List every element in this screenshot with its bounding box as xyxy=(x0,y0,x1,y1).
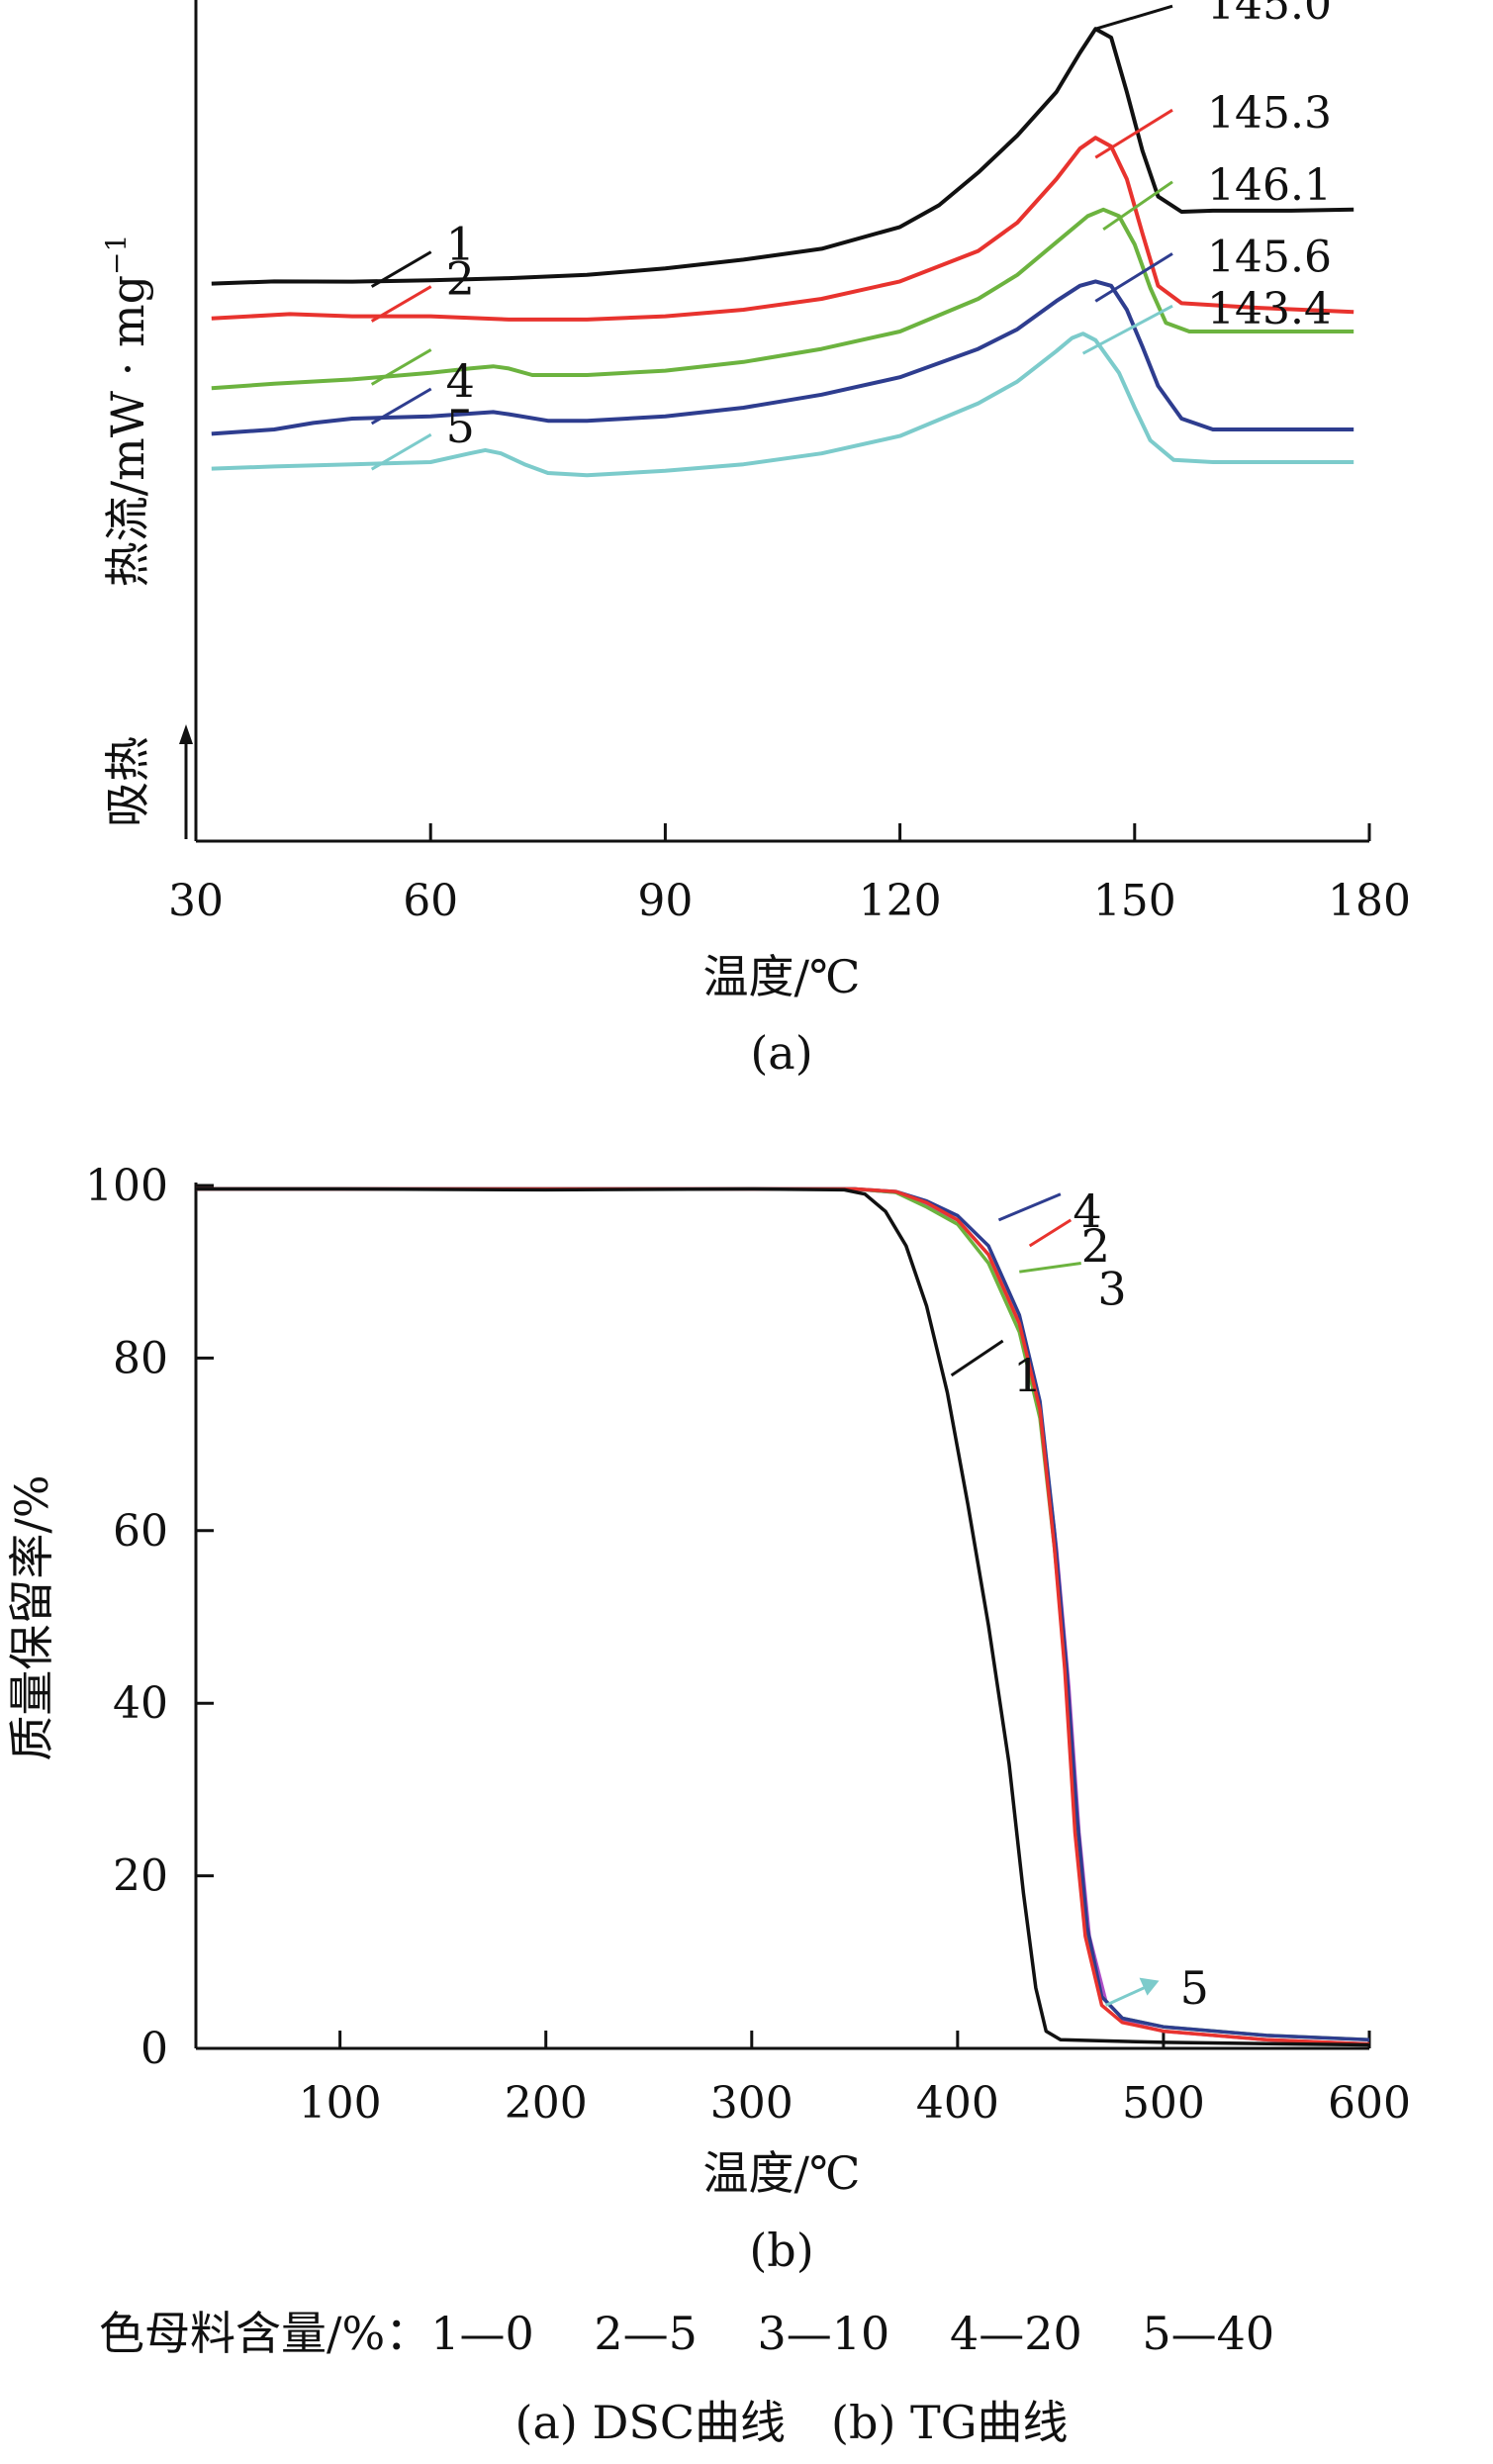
dsc-series-label-2: 2 xyxy=(446,252,475,306)
dsc-peak-leader-1 xyxy=(1095,6,1172,29)
dsc-endo-label: 吸热 xyxy=(101,736,154,827)
dsc-y-axis-title-main: 热流/mW · mg xyxy=(101,275,154,587)
dsc-sub-caption: (a) xyxy=(750,1026,812,1080)
dsc-peak-label-4: 145.6 xyxy=(1207,232,1332,282)
dsc-series-label-5: 5 xyxy=(446,400,475,453)
figure-caption: (a) DSC曲线 (b) TG曲线 xyxy=(515,2396,1069,2449)
dsc-series-1-line xyxy=(212,29,1353,283)
tg-series-3-line xyxy=(196,1189,1369,2040)
tg-x-tick-label: 100 xyxy=(299,2078,382,2129)
dsc-peak-label-1: 145.0 xyxy=(1207,0,1332,30)
tg-y-tick-label: 20 xyxy=(113,1851,168,1902)
tg-series-1-line xyxy=(196,1189,1369,2045)
figure: 30 60 90 120 150 180 145.01145.32146.1145.641… xyxy=(0,0,1493,2464)
tg-series-leader-3 xyxy=(1019,1263,1080,1272)
tg-y-tick-label: 0 xyxy=(140,2024,168,2074)
dsc-x-tick-label: 120 xyxy=(859,876,942,926)
tg-sub-caption: (b) xyxy=(749,2224,813,2277)
dsc-endo-arrowhead-icon xyxy=(179,724,193,744)
tg-series-5-arrowhead-icon xyxy=(1140,1978,1160,1996)
tg-series-leader-1 xyxy=(952,1341,1003,1375)
tg-series-leader-2 xyxy=(1030,1220,1072,1246)
dsc-series-leader-3 xyxy=(372,349,431,384)
legend-line: 色母料含量/%：1—0 2—5 3—10 4—20 5—40 xyxy=(99,2307,1274,2360)
tg-series-2-line xyxy=(196,1189,1369,2044)
tg-x-axis-title: 温度/℃ xyxy=(703,2146,861,2200)
dsc-y-axis-title: 热流/mW · mg−1 xyxy=(100,235,154,588)
dsc-peak-leader-4 xyxy=(1095,253,1172,301)
dsc-series-2-line xyxy=(212,138,1353,320)
tg-y-tick-label: 80 xyxy=(113,1333,168,1383)
dsc-peak-label-5: 143.4 xyxy=(1207,284,1332,334)
tg-series-label-3: 3 xyxy=(1097,1263,1126,1316)
dsc-x-tick-label: 90 xyxy=(637,876,693,926)
dsc-peak-label-3: 146.1 xyxy=(1207,160,1332,211)
tg-y-tick-label: 60 xyxy=(113,1506,168,1557)
dsc-x-tick-label: 30 xyxy=(168,876,224,926)
tg-x-tick-label: 400 xyxy=(916,2078,999,2129)
tg-x-tick-label: 500 xyxy=(1122,2078,1205,2129)
dsc-peak-label-2: 145.3 xyxy=(1207,88,1332,139)
tg-series-label-1: 1 xyxy=(1013,1349,1042,1402)
tg-series-label-4: 4 xyxy=(1073,1185,1101,1238)
dsc-x-tick-label: 150 xyxy=(1093,876,1176,926)
tg-series-5-line xyxy=(196,1189,1369,2044)
dsc-x-tick-label: 60 xyxy=(403,876,458,926)
tg-y-tick-label: 40 xyxy=(113,1678,168,1729)
tg-x-tick-label: 300 xyxy=(710,2078,793,2129)
tg-y-tick-label: 100 xyxy=(85,1161,168,1211)
dsc-y-axis-title-sup: −1 xyxy=(100,235,133,275)
dsc-chart: 30 60 90 120 150 180 145.01145.32146.1145.641… xyxy=(100,0,1411,1080)
dsc-x-axis-title: 温度/℃ xyxy=(703,950,861,1003)
tg-x-tick-label: 200 xyxy=(505,2078,588,2129)
tg-y-axis-title: 质量保留率/% xyxy=(5,1474,58,1760)
tg-series-4-line xyxy=(196,1189,1369,2040)
tg-series-label-5: 5 xyxy=(1180,1961,1209,2015)
dsc-x-tick-label: 180 xyxy=(1328,876,1411,926)
dsc-series-3-line xyxy=(212,210,1353,388)
tg-x-tick-label: 600 xyxy=(1328,2078,1411,2129)
tg-series-leader-4 xyxy=(998,1194,1060,1220)
